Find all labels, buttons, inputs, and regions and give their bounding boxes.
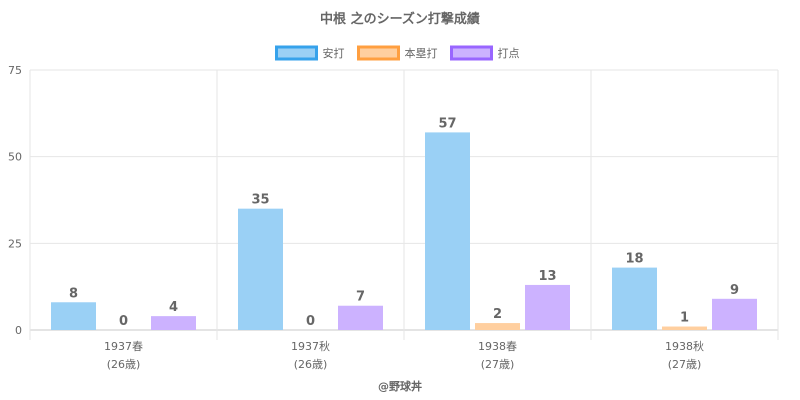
x-tick-sublabel: (26歳) [107, 358, 141, 371]
bar [338, 305, 383, 330]
data-label: 13 [538, 269, 556, 284]
y-tick-label: 25 [8, 237, 22, 250]
data-label: 8 [69, 286, 78, 301]
bar [612, 267, 657, 330]
data-label: 57 [438, 116, 456, 131]
data-label: 7 [356, 290, 365, 305]
data-labels: 8 35 57 18 0 0 2 1 4 7 13 9 [69, 116, 739, 329]
y-axis: 0 25 50 75 [8, 64, 22, 337]
bar [151, 316, 196, 330]
x-tick-label: 1938春 [478, 340, 517, 353]
legend-label[interactable]: 打点 [498, 46, 520, 60]
bar [712, 298, 757, 330]
x-tick-sublabel: (26歳) [294, 358, 328, 371]
y-tick-label: 50 [8, 151, 22, 164]
x-tick-label: 1937秋 [291, 339, 330, 353]
legend-swatch[interactable] [275, 45, 318, 61]
bars [51, 132, 757, 330]
bar [51, 302, 96, 330]
y-tick-label: 75 [8, 64, 22, 77]
x-tick-label: 1938秋 [665, 339, 704, 353]
bar [238, 208, 283, 330]
credit-text: @野球丼 [378, 379, 422, 393]
data-label: 4 [169, 300, 178, 315]
x-tick-label: 1937春 [104, 340, 143, 353]
chart-title: 中根 之のシーズン打撃成績 [320, 11, 480, 27]
data-label: 2 [493, 307, 502, 322]
data-label: 18 [625, 252, 643, 267]
legend-label[interactable]: 安打 [323, 46, 345, 60]
x-tick-sublabel: (27歳) [481, 358, 515, 371]
gridlines [29, 69, 779, 340]
data-label: 9 [730, 283, 739, 298]
data-label: 35 [251, 193, 269, 208]
x-axis: 1937春 (26歳) 1937秋 (26歳) 1938春 (27歳) 1938秋 (27歳) [104, 339, 704, 371]
bar [425, 132, 470, 330]
legend[interactable]: 安打 本塁打 打点 [275, 45, 520, 61]
legend-label[interactable]: 本塁打 [405, 46, 438, 60]
bar [475, 323, 520, 330]
bar [662, 326, 707, 330]
legend-swatch[interactable] [450, 45, 493, 61]
data-label: 1 [680, 311, 689, 326]
legend-swatch[interactable] [357, 45, 400, 61]
y-tick-label: 0 [15, 324, 22, 337]
data-label: 0 [119, 314, 128, 329]
data-label: 0 [306, 314, 315, 329]
x-tick-sublabel: (27歳) [668, 358, 702, 371]
bar [525, 284, 570, 330]
